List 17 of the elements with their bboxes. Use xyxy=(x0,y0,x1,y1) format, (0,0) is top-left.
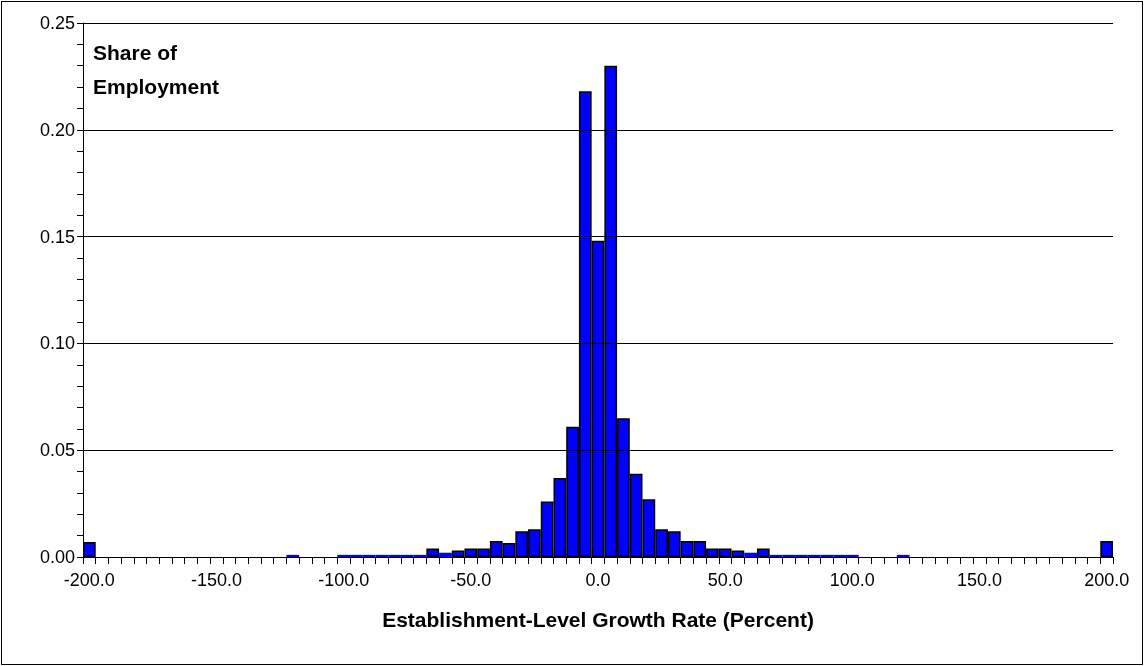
x-tick-label: 100.0 xyxy=(829,570,875,590)
x-tick-label: 150.0 xyxy=(956,570,1002,590)
y-tick-label: 0.00 xyxy=(39,547,75,567)
x-tick-label: -50.0 xyxy=(450,570,492,590)
y-axis-title: Share of Employment xyxy=(93,40,220,98)
x-tick-label: 50.0 xyxy=(707,570,743,590)
x-tick-label: -150.0 xyxy=(191,570,243,590)
y-tick-label: 0.20 xyxy=(39,119,75,140)
y-tick-label: 0.25 xyxy=(39,13,75,33)
x-axis-title: Establishment-Level Growth Rate (Percent) xyxy=(382,608,814,631)
x-tick-label: -200.0 xyxy=(63,570,115,590)
x-tick-label: 200.0 xyxy=(1084,570,1130,590)
y-tick-label: 0.15 xyxy=(39,226,75,247)
x-tick-label: 0.0 xyxy=(585,570,611,590)
x-tick-label: -100.0 xyxy=(318,570,370,590)
y-tick-label: 0.05 xyxy=(39,440,75,461)
y-tick-label: 0.10 xyxy=(39,333,75,354)
